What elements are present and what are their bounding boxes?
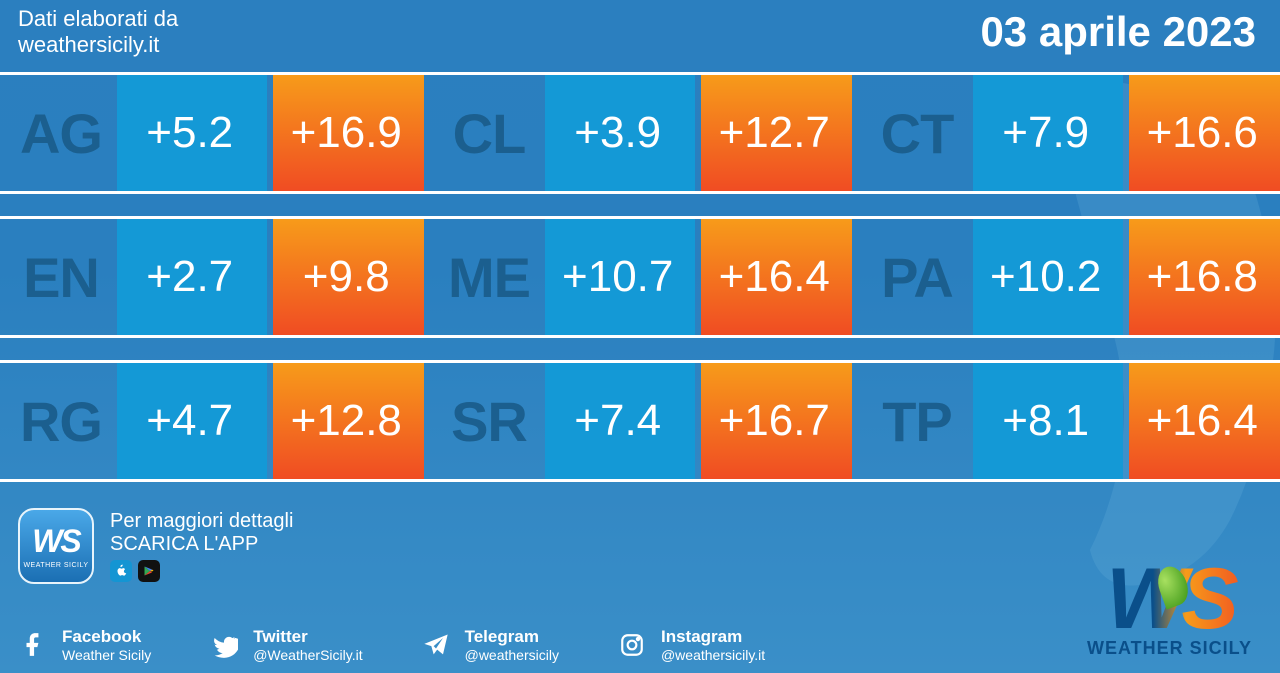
- province-code: TP: [866, 363, 973, 479]
- app-icon-subtext: WEATHER SICILY: [23, 562, 88, 569]
- brand-logo: WS WEATHER SICILY: [1087, 561, 1252, 659]
- province-code: PA: [866, 219, 973, 335]
- twitter-icon: [209, 630, 239, 660]
- temp-min: +8.1: [973, 363, 1124, 479]
- appstore-icon: [110, 560, 132, 582]
- temp-max: +16.6: [1129, 75, 1280, 191]
- social-handle: @weathersicily: [465, 647, 559, 663]
- temp-max: +16.4: [701, 219, 852, 335]
- social-telegram: Telegram @weathersicily: [421, 627, 559, 663]
- temp-max: +12.8: [273, 363, 424, 479]
- date-label: 03 aprile 2023: [980, 8, 1256, 56]
- social-name: Instagram: [661, 627, 765, 647]
- social-facebook: Facebook Weather Sicily: [18, 627, 151, 663]
- app-promo-line1: Per maggiori dettagli: [110, 510, 293, 533]
- grid-row: AG +5.2 +16.9 CL +3.9 +12.7 CT +7.9 +16.…: [0, 72, 1280, 194]
- temp-max: +16.7: [701, 363, 852, 479]
- temp-min: +7.4: [545, 363, 696, 479]
- header-line2: weathersicily.it: [18, 32, 178, 58]
- province-code: AG: [10, 75, 117, 191]
- temp-max: +9.8: [273, 219, 424, 335]
- data-source-header: Dati elaborati da weathersicily.it: [18, 6, 178, 58]
- temp-min: +2.7: [117, 219, 268, 335]
- social-name: Facebook: [62, 627, 151, 647]
- temperature-grid: AG +5.2 +16.9 CL +3.9 +12.7 CT +7.9 +16.…: [0, 72, 1280, 482]
- temp-max: +16.9: [273, 75, 424, 191]
- grid-row: RG +4.7 +12.8 SR +7.4 +16.7 TP +8.1 +16.…: [0, 360, 1280, 482]
- temp-min: +5.2: [117, 75, 268, 191]
- telegram-icon: [421, 630, 451, 660]
- province-code: CT: [866, 75, 973, 191]
- temp-max: +12.7: [701, 75, 852, 191]
- province-code: ME: [438, 219, 545, 335]
- social-instagram: Instagram @weathersicily.it: [617, 627, 765, 663]
- social-name: Twitter: [253, 627, 362, 647]
- social-handle: @weathersicily.it: [661, 647, 765, 663]
- temp-max: +16.8: [1129, 219, 1280, 335]
- app-promo-line2: SCARICA L'APP: [110, 533, 293, 556]
- temp-min: +4.7: [117, 363, 268, 479]
- province-code: SR: [438, 363, 545, 479]
- facebook-icon: [18, 630, 48, 660]
- grid-row: EN +2.7 +9.8 ME +10.7 +16.4 PA +10.2 +16…: [0, 216, 1280, 338]
- social-twitter: Twitter @WeatherSicily.it: [209, 627, 362, 663]
- province-code: RG: [10, 363, 117, 479]
- social-handle: @WeatherSicily.it: [253, 647, 362, 663]
- header-line1: Dati elaborati da: [18, 6, 178, 32]
- province-code: EN: [10, 219, 117, 335]
- social-links: Facebook Weather Sicily Twitter @Weather…: [18, 627, 765, 663]
- temp-min: +3.9: [545, 75, 696, 191]
- playstore-icon: [138, 560, 160, 582]
- social-handle: Weather Sicily: [62, 647, 151, 663]
- app-promo: WS WEATHER SICILY Per maggiori dettagli …: [18, 508, 293, 584]
- temp-max: +16.4: [1129, 363, 1280, 479]
- instagram-icon: [617, 630, 647, 660]
- temp-min: +7.9: [973, 75, 1124, 191]
- temp-min: +10.2: [973, 219, 1124, 335]
- province-code: CL: [438, 75, 545, 191]
- app-icon: WS WEATHER SICILY: [18, 508, 94, 584]
- temp-min: +10.7: [545, 219, 696, 335]
- app-icon-text: WS: [32, 523, 80, 560]
- social-name: Telegram: [465, 627, 559, 647]
